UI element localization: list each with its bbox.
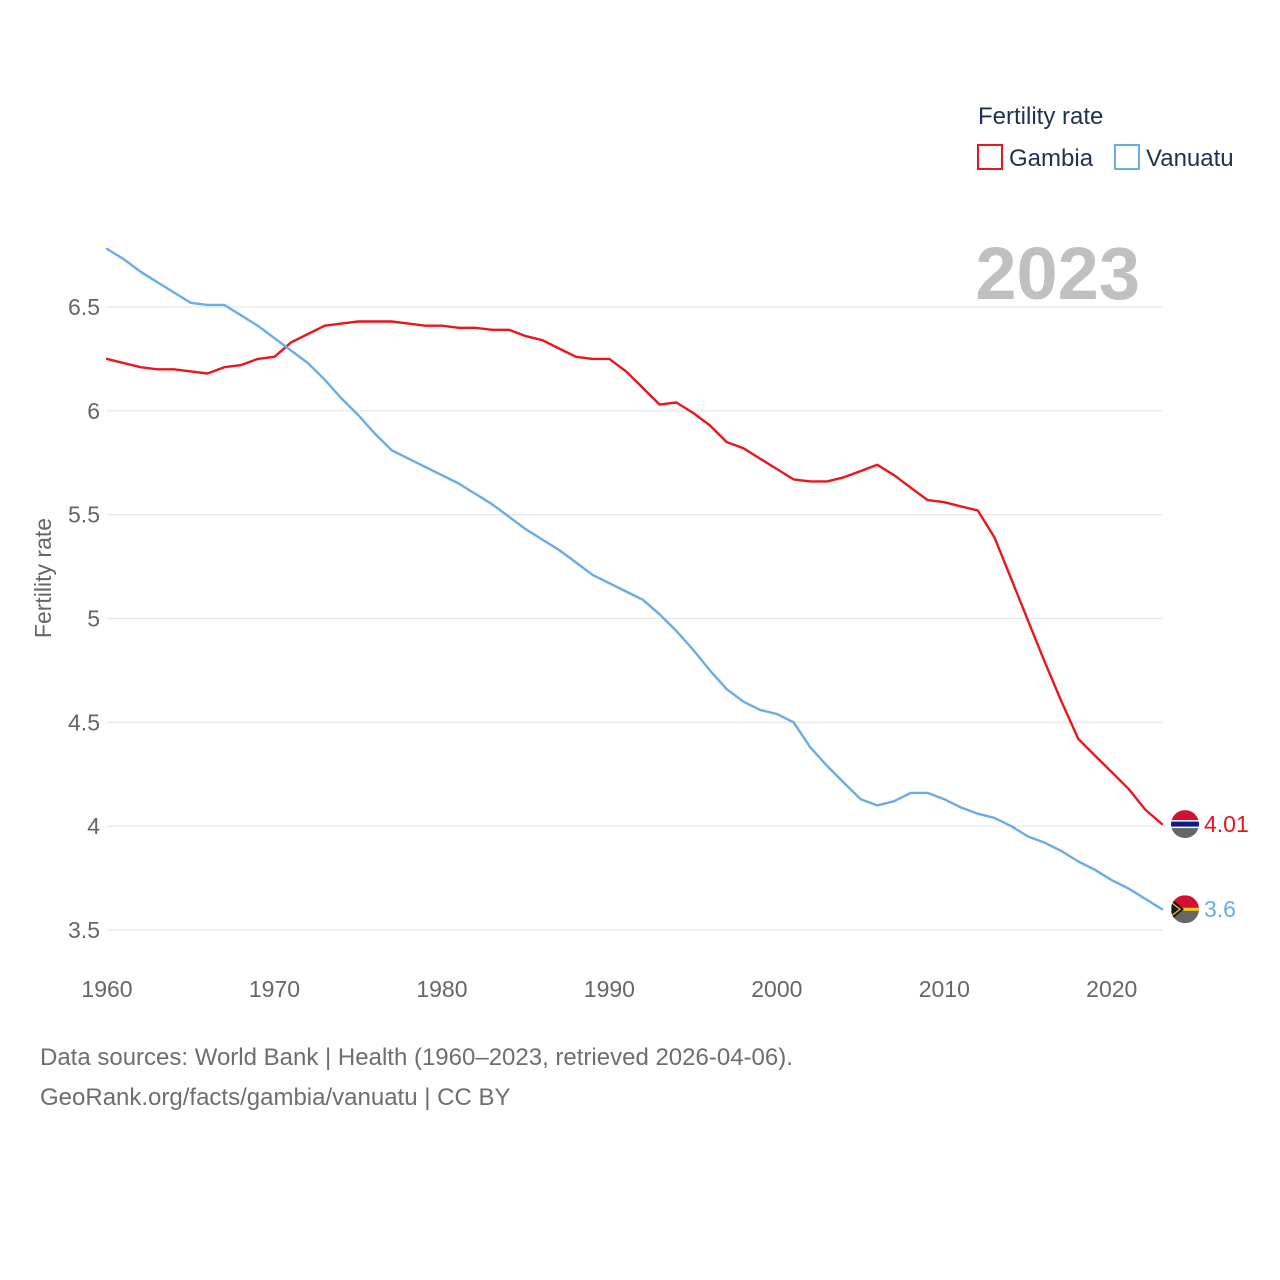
series-line-vanuatu	[105, 247, 1164, 911]
y-axis-title: Fertility rate	[30, 518, 56, 638]
legend-label: Gambia	[1009, 145, 1094, 172]
y-tick-label: 3.5	[68, 917, 100, 943]
x-tick-label: 2010	[919, 976, 970, 1002]
gambia-flag-icon	[1171, 810, 1199, 839]
x-tick-label: 1970	[249, 976, 300, 1002]
y-tick-label: 4	[87, 813, 100, 839]
vanuatu-flag-icon	[1171, 895, 1199, 924]
end-markers: 4.01 3.6	[1171, 810, 1249, 924]
y-tick-label: 5	[87, 606, 100, 632]
y-tick-label: 4.5	[68, 709, 100, 735]
y-tick-label: 5.5	[68, 502, 100, 528]
legend: Fertility rate Gambia Vanuatu	[977, 103, 1234, 172]
x-axis-ticks: 1960 1970 1980 1990 2000 2010 2020	[81, 976, 1137, 1002]
x-tick-label: 1960	[81, 976, 132, 1002]
end-value-label-vanuatu: 3.6	[1204, 896, 1236, 922]
x-tick-label: 1980	[416, 976, 467, 1002]
y-tick-label: 6.5	[68, 294, 100, 320]
gridlines	[107, 306, 1162, 931]
x-tick-label: 2020	[1086, 976, 1137, 1002]
legend-swatch	[977, 144, 1003, 170]
x-tick-label: 1990	[584, 976, 635, 1002]
legend-item-gambia: Gambia	[977, 144, 1094, 172]
y-axis-ticks: 3.5 4 4.5 5 5.5 6 6.5	[68, 294, 100, 943]
end-value-label-gambia: 4.01	[1204, 811, 1249, 837]
legend-label: Vanuatu	[1146, 145, 1234, 172]
legend-item-vanuatu: Vanuatu	[1114, 144, 1234, 172]
legend-swatch	[1114, 144, 1140, 170]
y-tick-label: 6	[87, 398, 100, 424]
footer-sources: Data sources: World Bank | Health (1960–…	[40, 1044, 793, 1071]
series-lines	[105, 247, 1164, 911]
footer-attribution: GeoRank.org/facts/gambia/vanuatu | CC BY	[40, 1084, 511, 1111]
series-line-gambia	[105, 320, 1164, 826]
x-tick-label: 2000	[751, 976, 802, 1002]
legend-title: Fertility rate	[978, 103, 1103, 130]
year-label: 2023	[975, 232, 1140, 315]
